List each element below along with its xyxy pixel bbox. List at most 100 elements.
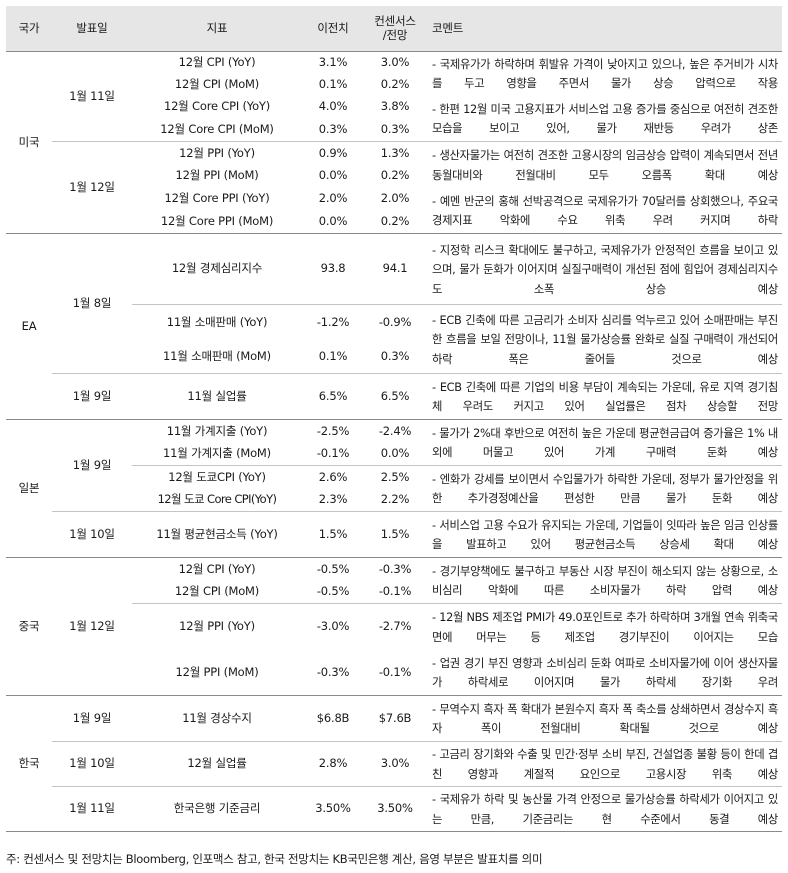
previous-cell: 2.3% (318, 492, 348, 507)
previous-cell: 0.0% (318, 168, 348, 183)
previous-cell: 4.0% (318, 99, 348, 114)
header-row: 국가 발표일 지표 이전치 컨센서스 /전망 코멘트 (6, 6, 782, 52)
comment-cell: - 무역수지 흑자 폭 확대가 본원수지 흑자 폭 축소를 상쇄하면서 경상수지… (426, 695, 782, 742)
indicator-cell: 11월 소매판매 (YoY) (132, 304, 302, 340)
consensus-cell: -0.1% (378, 664, 412, 679)
previous-cell: 6.5% (302, 373, 364, 420)
header-consensus-line2: /전망 (382, 27, 408, 42)
comment-cell: - 경기부양책에도 불구하고 부동산 시장 부진이 해소되지 않는 상황으로, … (426, 557, 782, 604)
comment-cell: - 서비스업 고용 수요가 유지되는 가운데, 기업들이 잇따라 높은 임금 인… (426, 511, 782, 558)
table-row: 12월 Core PPI (MoM) 0.0% 0.2% (6, 211, 782, 234)
previous-cell: -2.5% (302, 419, 364, 443)
table-row: 11월 소매판매 (YoY) -1.2% -0.9% - ECB 긴축에 따른 … (6, 304, 782, 374)
consensus-cell: 2.2% (380, 492, 410, 507)
consensus-cell: $7.6B (364, 695, 426, 742)
previous-cell: 2.0% (318, 191, 348, 206)
country-cell: EA (6, 233, 52, 420)
consensus-cell: 0.0% (380, 446, 410, 461)
previous-cell: 93.8 (302, 233, 364, 305)
indicator-cell: 11월 실업률 (132, 373, 302, 420)
date-cell: 1월 12일 (52, 557, 132, 696)
country-cell: 중국 (6, 557, 52, 696)
date-cell: 1월 9일 (52, 695, 132, 742)
consensus-cell: -2.4% (364, 419, 426, 443)
consensus-cell: -0.9% (364, 304, 426, 340)
consensus-cell: 3.0% (364, 50, 426, 74)
previous-cell: 0.0% (318, 214, 348, 229)
previous-cell: 3.1% (302, 50, 364, 74)
consensus-cell: 3.8% (380, 99, 410, 114)
table-row: 12월 CPI (MoM) 0.1% 0.2% (6, 74, 782, 96)
consensus-cell: 3.0% (364, 741, 426, 787)
comment-cell: - 국제유가가 하락하며 휘발유 가격이 낮아지고 있으나, 높은 주거비가 시… (426, 50, 782, 96)
comment-cell: - 12월 NBS 제조업 PMI가 49.0포인트로 추가 하락하며 3개월 … (426, 603, 782, 650)
table-row: 12월 Core PPI (YoY) 2.0% 2.0% - 예멘 반군의 홍해… (6, 188, 782, 228)
consensus-cell: 3.50% (364, 786, 426, 832)
country-cell: 한국 (6, 695, 52, 832)
consensus-cell: 0.2% (380, 214, 410, 229)
comment-cell: - 물가가 2%대 후반으로 여전히 높은 가운데 평균현금급여 증가율은 1%… (426, 419, 782, 466)
table-row: 중국 1월 12일 12월 CPI (YoY) -0.5% -0.3% - 경기… (6, 557, 782, 696)
consensus-cell: 1.5% (364, 511, 426, 558)
indicator-cell: 12월 실업률 (132, 741, 302, 787)
indicator-cell: 12월 CPI (MoM) (174, 584, 260, 599)
consensus-cell: 0.3% (380, 348, 410, 363)
previous-cell: 0.9% (302, 141, 364, 165)
consensus-cell: 0.2% (380, 76, 410, 91)
header-previous: 이전치 (302, 6, 364, 52)
previous-cell: 1.5% (302, 511, 364, 558)
table-row: 한국 1월 9일 11월 경상수지 $6.8B $7.6B - 무역수지 흑자 … (6, 695, 782, 832)
indicator-cell: 12월 경제심리지수 (132, 233, 302, 305)
consensus-cell: -2.7% (364, 603, 426, 650)
consensus-cell: 0.3% (380, 122, 410, 137)
previous-cell: -0.3% (316, 664, 350, 679)
table-row: 12월 PPI (MoM) 0.0% 0.2% (6, 165, 782, 188)
table-row: 12월 PPI (MoM) -0.3% -0.1% - 업권 경기 부진 영향과… (6, 650, 782, 696)
indicator-cell: 11월 경상수지 (132, 695, 302, 742)
previous-cell: 0.3% (318, 122, 348, 137)
consensus-cell: 2.0% (380, 191, 410, 206)
previous-cell: 3.50% (302, 786, 364, 832)
indicator-cell: 12월 Core PPI (MoM) (160, 214, 274, 229)
table-row: 1월 10일 11월 평균현금소득 (YoY) 1.5% 1.5% - 서비스업… (6, 511, 782, 558)
header-country: 국가 (6, 6, 52, 52)
date-cell: 1월 9일 (52, 419, 132, 512)
indicator-cell: 11월 평균현금소득 (YoY) (132, 511, 302, 558)
table-row: 1월 12일 12월 PPI (YoY) 0.9% 1.3% - 생산자물가는 … (6, 141, 782, 234)
previous-cell: 0.1% (318, 348, 348, 363)
indicator-cell: 12월 PPI (MoM) (175, 664, 259, 679)
consensus-cell: 0.2% (380, 168, 410, 183)
header-indicator: 지표 (132, 6, 302, 52)
indicator-cell: 12월 PPI (YoY) (132, 603, 302, 650)
economic-calendar-table: 국가 발표일 지표 이전치 컨센서스 /전망 코멘트 미국 1월 11일 12월… (6, 6, 782, 832)
indicator-cell: 12월 Core CPI (MoM) (160, 122, 274, 137)
indicator-cell: 12월 Core CPI (YoY) (163, 99, 271, 114)
comment-cell: - 업권 경기 부진 영향과 소비심리 둔화 여파로 소비자물가에 이어 생산자… (432, 656, 778, 690)
table-row: 12월 Core CPI (MoM) 0.3% 0.3% (6, 119, 782, 142)
footnote: 주: 컨센서스 및 전망치는 Bloomberg, 인포맥스 참고, 한국 전망… (6, 852, 543, 866)
comment-cell: - 지정학 리스크 확대에도 불구하고, 국제유가가 안정적인 흐름을 보이고 … (426, 233, 782, 305)
date-cell: 1월 12일 (52, 141, 132, 234)
table-row: 12월 도쿄CPI (YoY) 2.6% 2.5% - 엔화가 강세를 보이면서… (6, 465, 782, 512)
header-date: 발표일 (52, 6, 132, 52)
table-row: 11월 소매판매 (MoM) 0.1% 0.3% (6, 340, 782, 374)
date-cell: 1월 10일 (52, 511, 132, 558)
consensus-cell: -0.3% (364, 557, 426, 581)
country-cell: 일본 (6, 419, 52, 558)
date-cell: 1월 11일 (52, 50, 132, 142)
previous-cell: 2.6% (302, 465, 364, 489)
table-row: 일본 1월 9일 11월 가계지출 (YoY) -2.5% -2.4% - 물가… (6, 419, 782, 558)
comment-cell: - 고금리 장기화와 수출 및 민간·정부 소비 부진, 건설업종 불황 등이 … (426, 741, 782, 787)
comment-cell: - 국제유가 하락 및 농산물 가격 안정으로 물가상승률 하락세가 이어지고 … (426, 786, 782, 832)
indicator-cell: 12월 PPI (YoY) (132, 141, 302, 165)
consensus-cell: -0.1% (378, 584, 412, 599)
indicator-cell: 11월 가계지출 (MoM) (163, 446, 271, 461)
indicator-cell: 12월 CPI (MoM) (174, 76, 260, 91)
indicator-cell: 11월 소매판매 (MoM) (163, 348, 271, 363)
consensus-cell: 94.1 (364, 233, 426, 305)
consensus-cell: 1.3% (364, 141, 426, 165)
comment-cell: - 생산자물가는 여전히 견조한 고용시장의 임금상승 압력이 계속되면서 전년… (426, 141, 782, 188)
previous-cell: 0.1% (318, 76, 348, 91)
date-cell: 1월 9일 (52, 373, 132, 420)
consensus-cell: 2.5% (364, 465, 426, 489)
